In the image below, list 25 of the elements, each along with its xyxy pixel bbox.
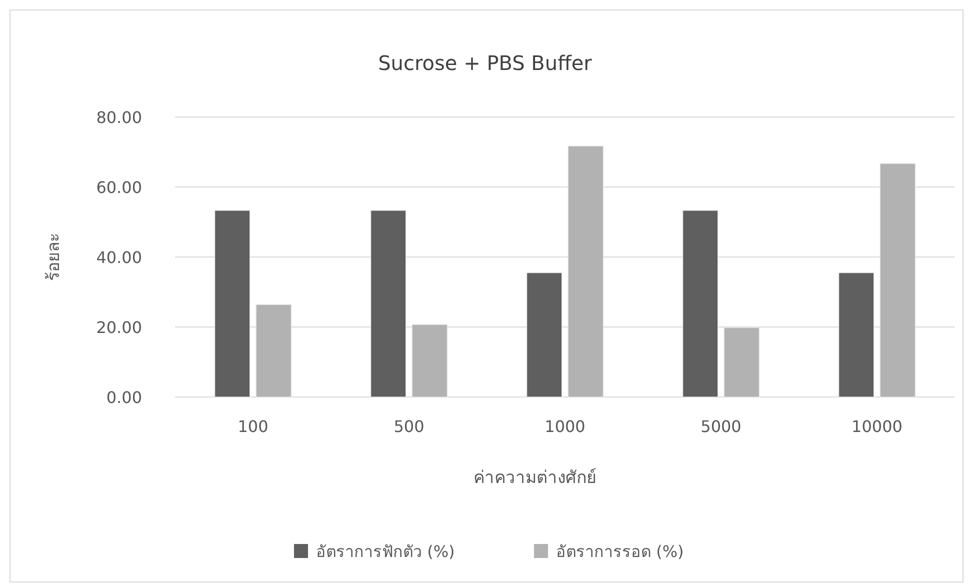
chart-title: Sucrose + PBS Buffer (378, 51, 593, 75)
y-tick-label: 40.00 (96, 248, 142, 267)
y-tick-label: 20.00 (96, 318, 142, 337)
legend-label: อัตราการรอด (%) (556, 542, 684, 561)
y-axis-title: ร้อยละ (44, 233, 64, 281)
bar (568, 146, 604, 398)
x-tick-label: 500 (394, 417, 424, 436)
x-axis-title: ค่าความต่างศักย์ (474, 468, 596, 488)
bar (838, 272, 874, 398)
x-tick-label: 100 (238, 417, 268, 436)
x-tick-label: 1000 (544, 417, 586, 436)
y-tick-label: 80.00 (96, 108, 142, 127)
y-tick-label: 60.00 (96, 178, 142, 197)
bar (214, 210, 250, 398)
x-tick-label: 10000 (852, 417, 902, 436)
bar (256, 304, 292, 398)
bar (412, 324, 448, 398)
bar (370, 210, 406, 398)
legend-label: อัตราการฟักตัว (%) (316, 542, 455, 561)
y-tick-label: 0.00 (106, 388, 142, 407)
x-tick-label: 5000 (700, 417, 742, 436)
bar (880, 163, 916, 398)
bar (526, 272, 562, 398)
bar (682, 210, 718, 398)
bar (724, 327, 760, 398)
